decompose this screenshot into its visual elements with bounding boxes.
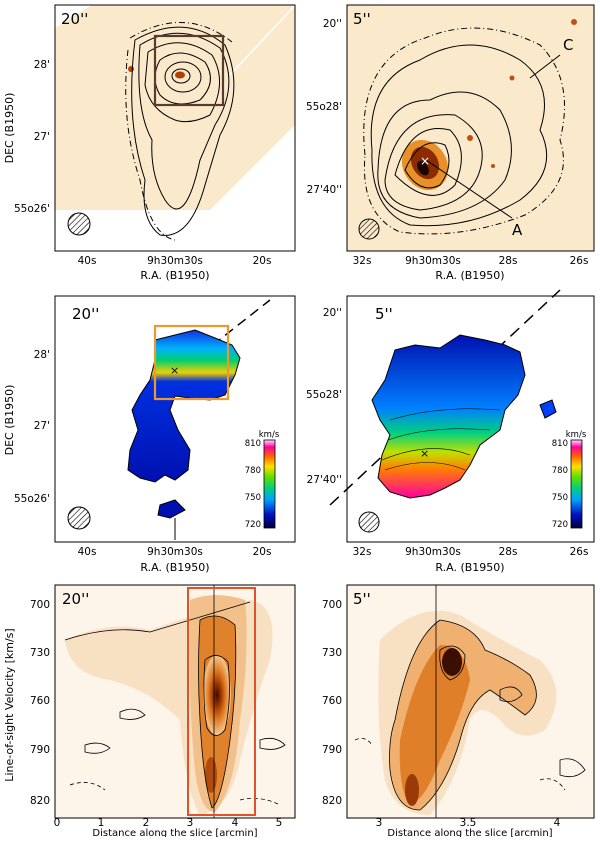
x-tick-a-1: 9h30m30s [147, 255, 203, 267]
zoom-box-c [153, 324, 230, 401]
y-axis-label-e: Line-of-sight Velocity [km/s] [3, 628, 16, 781]
y-tick-e-4: 820 [30, 795, 50, 807]
x-tick-a-2: 20s [253, 255, 272, 267]
x-tick-b-0: 32s [353, 255, 372, 267]
colorbar-tick-d-0: 810 [552, 439, 568, 449]
y-tick-a-2: 55o26' [14, 203, 50, 215]
x-tick-a-0: 40s [78, 255, 97, 267]
x-tick-e-0: 0 [54, 817, 61, 829]
optical-image-b [347, 5, 594, 251]
y-tick-c-0: 28' [34, 349, 50, 361]
x-axis-label-e: Distance along the slice [arcmin] [92, 828, 257, 837]
colorbar-tick-d-1: 780 [552, 466, 568, 476]
y-tick-f-3: 790 [322, 744, 342, 756]
resolution-label-e: 20'' [62, 590, 89, 608]
colorbar-unit-d: km/s [566, 430, 587, 440]
colorbar-tick-c-0: 810 [245, 439, 261, 449]
x-tick-c-0: 40s [78, 546, 97, 558]
x-tick-e-3: 3 [187, 817, 194, 829]
velocity-field-d [371, 334, 526, 499]
y-tick-d-2: 27'40'' [307, 474, 342, 486]
colorbar-unit-c: km/s [259, 430, 280, 440]
resolution-label-d: 5'' [375, 305, 393, 323]
y-tick-e-3: 790 [30, 744, 50, 756]
y-tick-f-4: 820 [322, 795, 342, 807]
x-tick-b-2: 28s [499, 255, 518, 267]
colorbar-tick-d-3: 720 [552, 520, 568, 530]
x-tick-f-1: 3.5 [460, 817, 477, 829]
beam-c [67, 506, 91, 530]
y-tick-e-1: 730 [30, 647, 50, 659]
x-tick-d-0: 32s [353, 546, 372, 558]
colorbar-c [263, 439, 276, 529]
y-axis-label-c: DEC (B1950) [3, 385, 16, 456]
resolution-label-b: 5'' [353, 10, 371, 28]
x-tick-d-3: 26s [570, 546, 589, 558]
y-tick-f-0: 700 [322, 599, 342, 611]
colorbar-d [570, 439, 583, 529]
pv-contours-e [64, 601, 286, 809]
zoom-box-a [153, 34, 225, 107]
y-tick-c-2: 55o26' [14, 493, 50, 505]
x-tick-d-1: 9h30m30s [405, 546, 461, 558]
panel-f: 5'' 700 730 760 790 820 3 3.5 4 Distance… [322, 584, 595, 839]
x-tick-c-1: 9h30m30s [147, 546, 203, 558]
y-tick-b-0: 20'' [323, 18, 342, 30]
pv-contours-f [354, 619, 586, 811]
panel-e: 20'' 700 730 760 790 820 Line-of-sight V… [3, 584, 296, 839]
beam-d [358, 511, 380, 533]
beam-a [67, 212, 91, 236]
zoom-box-e [187, 587, 256, 816]
x-tick-e-5: 5 [276, 817, 283, 829]
y-axis-label-a: DEC (B1950) [3, 93, 16, 164]
marker-x-b: × [420, 154, 430, 168]
colorbar-tick-d-2: 750 [552, 493, 568, 503]
x-tick-e-1: 1 [98, 817, 105, 829]
y-tick-d-1: 55o28' [306, 389, 342, 401]
resolution-label-f: 5'' [353, 590, 371, 608]
svg-text:×: × [170, 364, 179, 377]
x-tick-f-2: 4 [554, 817, 561, 829]
panel-a: 20'' 40s 9h30m30s 20s R.A. (B1950) 28' 2… [3, 4, 296, 282]
resolution-label-a: 20'' [61, 10, 88, 28]
x-tick-b-3: 26s [570, 255, 589, 267]
colorbar-tick-c-3: 720 [245, 520, 261, 530]
annotation-c: C [563, 36, 573, 54]
beam-b [358, 218, 380, 240]
x-tick-c-2: 20s [253, 546, 272, 558]
y-tick-a-1: 27' [34, 131, 50, 143]
y-tick-e-0: 700 [30, 599, 50, 611]
pv-core-f [442, 648, 462, 676]
x-axis-label-d: R.A. (B1950) [435, 561, 504, 574]
colorbar-tick-c-2: 750 [245, 493, 261, 503]
contours-b [363, 27, 565, 235]
y-tick-b-1: 55o28' [306, 101, 342, 113]
annotation-a: A [512, 221, 523, 239]
y-tick-d-0: 20'' [323, 307, 342, 319]
y-tick-e-2: 760 [30, 695, 50, 707]
panel-d: × km/s 810 780 750 720 5'' 20'' 55o28' 2… [306, 289, 595, 574]
x-axis-label-a: R.A. (B1950) [140, 269, 209, 282]
y-tick-a-0: 28' [34, 59, 50, 71]
y-tick-c-1: 27' [34, 420, 50, 432]
y-tick-f-2: 760 [322, 695, 342, 707]
panel-c: × km/s 810 780 750 720 20'' 28' 27' 55o2… [3, 295, 296, 574]
x-tick-d-2: 28s [499, 546, 518, 558]
x-tick-e-4: 4 [232, 817, 239, 829]
x-axis-label-c: R.A. (B1950) [140, 561, 209, 574]
y-tick-f-1: 730 [322, 647, 342, 659]
optical-image-a [55, 5, 295, 210]
x-axis-label-f: Distance along the slice [arcmin] [387, 828, 552, 837]
x-tick-e-2: 2 [143, 817, 150, 829]
pv-core-e [203, 655, 231, 735]
y-tick-b-2: 27'40'' [307, 184, 342, 196]
x-tick-f-0: 3 [376, 817, 383, 829]
x-tick-b-1: 9h30m30s [405, 255, 461, 267]
x-axis-label-b: R.A. (B1950) [435, 269, 504, 282]
panel-b: × 5'' A C 20'' 55o28' 27'40'' 32s 9h30m3… [306, 4, 595, 282]
resolution-label-c: 20'' [72, 305, 99, 323]
svg-text:×: × [420, 447, 429, 460]
colorbar-tick-c-1: 780 [245, 466, 261, 476]
